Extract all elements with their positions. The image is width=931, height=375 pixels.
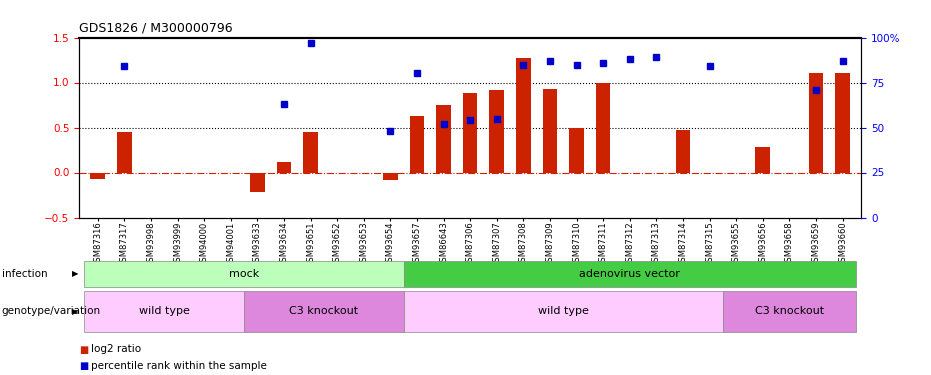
Text: genotype/variation: genotype/variation — [2, 306, 101, 316]
Text: ▶: ▶ — [72, 307, 78, 316]
Text: ▶: ▶ — [72, 269, 78, 278]
Bar — [410, 116, 425, 172]
Bar — [250, 172, 264, 192]
Bar — [569, 128, 584, 172]
Bar — [437, 105, 451, 172]
Bar — [516, 58, 531, 172]
Bar — [835, 74, 850, 172]
Text: wild type: wild type — [538, 306, 588, 316]
Text: infection: infection — [2, 269, 47, 279]
Text: adenovirus vector: adenovirus vector — [579, 269, 681, 279]
Bar — [463, 93, 478, 172]
Text: C3 knockout: C3 knockout — [755, 306, 824, 316]
Bar — [676, 130, 690, 172]
Bar — [277, 162, 291, 172]
Bar — [117, 132, 131, 172]
Text: ■: ■ — [79, 345, 88, 354]
Text: mock: mock — [229, 269, 259, 279]
Bar — [543, 89, 558, 172]
Text: GDS1826 / M300000796: GDS1826 / M300000796 — [79, 22, 233, 35]
Bar — [755, 147, 770, 172]
Bar — [383, 172, 398, 180]
Bar — [490, 90, 504, 172]
Text: ■: ■ — [79, 361, 88, 370]
Text: C3 knockout: C3 knockout — [290, 306, 358, 316]
Text: wild type: wild type — [139, 306, 190, 316]
Text: log2 ratio: log2 ratio — [91, 345, 142, 354]
Bar — [90, 172, 105, 179]
Bar — [304, 132, 317, 172]
Bar — [809, 74, 823, 172]
Text: percentile rank within the sample: percentile rank within the sample — [91, 361, 267, 370]
Bar — [596, 82, 611, 172]
